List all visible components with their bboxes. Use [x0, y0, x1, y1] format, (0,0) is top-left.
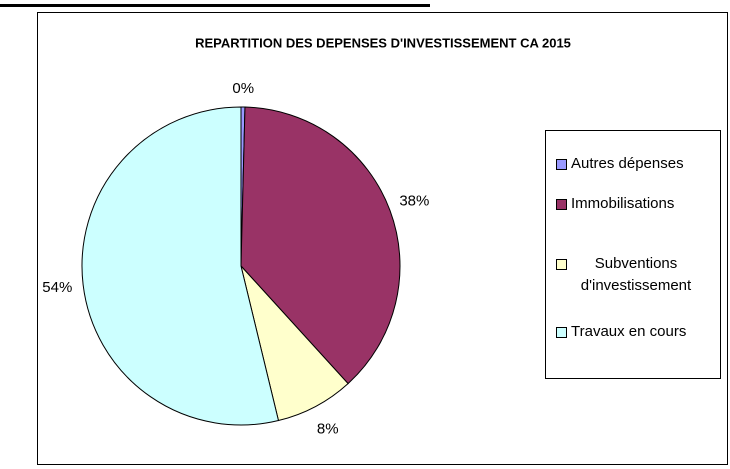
- legend-label: Subventions d'investissement: [580, 255, 692, 294]
- legend-item: Subventions d'investissement: [556, 253, 720, 297]
- legend-swatch: [556, 327, 567, 338]
- data-label: 54%: [42, 279, 72, 296]
- data-label: 8%: [317, 420, 339, 437]
- pie-slice: [240, 106, 401, 385]
- legend-item: Immobilisations: [556, 193, 720, 215]
- legend-item: Travaux en cours: [556, 321, 720, 343]
- legend-swatch: [556, 259, 567, 270]
- legend-label: Autres dépenses: [571, 155, 684, 172]
- legend-label: Immobilisations: [571, 195, 675, 212]
- chart-title: REPARTITION DES DEPENSES D'INVESTISSEMEN…: [195, 35, 571, 50]
- top-rule: [0, 4, 430, 7]
- pie-slice: [81, 106, 280, 426]
- legend-item: Autres dépenses: [556, 153, 720, 175]
- legend: Autres dépenses Immobilisations Subvention…: [545, 130, 721, 379]
- data-label: 0%: [232, 80, 254, 97]
- legend-swatch: [556, 159, 567, 170]
- data-label: 38%: [399, 192, 429, 209]
- legend-swatch: [556, 199, 567, 210]
- legend-label: Travaux en cours: [571, 323, 687, 340]
